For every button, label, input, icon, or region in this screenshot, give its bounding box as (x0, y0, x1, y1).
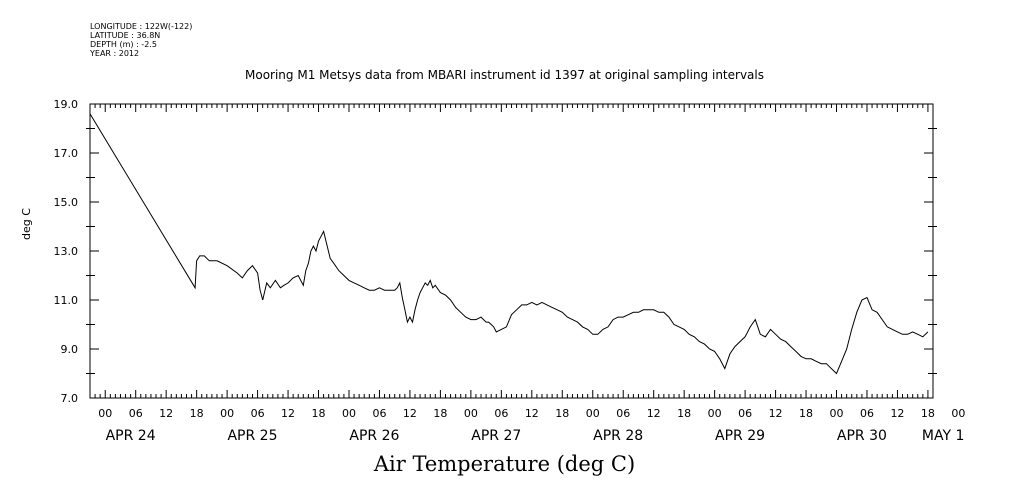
x-hour-label: 06 (372, 407, 386, 420)
x-day-label: APR 26 (349, 428, 399, 444)
x-hour-label: 00 (98, 407, 112, 420)
x-hour-label: 06 (129, 407, 143, 420)
x-day-label: APR 24 (106, 428, 156, 444)
x-hour-label: 00 (342, 407, 356, 420)
x-hour-label: 00 (464, 407, 478, 420)
x-day-label: MAY 1 (922, 428, 964, 444)
x-hour-label: 12 (159, 407, 173, 420)
x-hour-label: 00 (220, 407, 234, 420)
header-longitude: LONGITUDE : 122W(-122) (90, 22, 193, 31)
header-year: YEAR : 2012 (90, 49, 140, 58)
x-hour-label: 06 (860, 407, 874, 420)
x-hour-label: 12 (403, 407, 417, 420)
x-hour-label: 18 (312, 407, 326, 420)
x-hour-label: 12 (525, 407, 539, 420)
x-hour-label: 18 (677, 407, 691, 420)
x-day-label: APR 25 (227, 428, 277, 444)
header-depth: DEPTH (m) : -2.5 (90, 40, 157, 49)
y-tick-label: 15.0 (54, 196, 79, 209)
series-line (89, 113, 929, 375)
x-hour-label: 18 (921, 407, 935, 420)
x-hour-label: 18 (555, 407, 569, 420)
header-latitude: LATITUDE : 36.8N (90, 31, 161, 40)
y-tick-label: 7.0 (61, 392, 79, 405)
y-tick-label: 17.0 (54, 147, 79, 160)
x-hour-label: 06 (738, 407, 752, 420)
x-day-label: APR 27 (471, 428, 521, 444)
x-day-label: APR 29 (715, 428, 765, 444)
y-tick-label: 13.0 (54, 245, 79, 258)
x-hour-label: 12 (281, 407, 295, 420)
x-day-label: APR 30 (837, 428, 887, 444)
x-hour-label: 00 (830, 407, 844, 420)
x-hour-label: 12 (890, 407, 904, 420)
x-hour-label: 00 (708, 407, 722, 420)
y-tick-label: 11.0 (54, 294, 79, 307)
x-hour-label: 06 (616, 407, 630, 420)
x-hour-label: 00 (586, 407, 600, 420)
y-tick-label: 19.0 (54, 98, 79, 111)
x-hour-label: 06 (251, 407, 265, 420)
x-hour-label: 06 (494, 407, 508, 420)
x-hour-label: 00 (951, 407, 965, 420)
plot-frame (89, 103, 934, 399)
y-tick-label: 9.0 (61, 343, 79, 356)
x-hour-label: 12 (769, 407, 783, 420)
x-day-label: APR 28 (593, 428, 643, 444)
x-hour-label: 18 (190, 407, 204, 420)
x-axis-label: Air Temperature (deg C) (373, 452, 636, 476)
x-hour-label: 12 (647, 407, 661, 420)
chart-title: Mooring M1 Metsys data from MBARI instru… (245, 68, 764, 82)
x-hour-label: 18 (799, 407, 813, 420)
x-hour-label: 18 (433, 407, 447, 420)
